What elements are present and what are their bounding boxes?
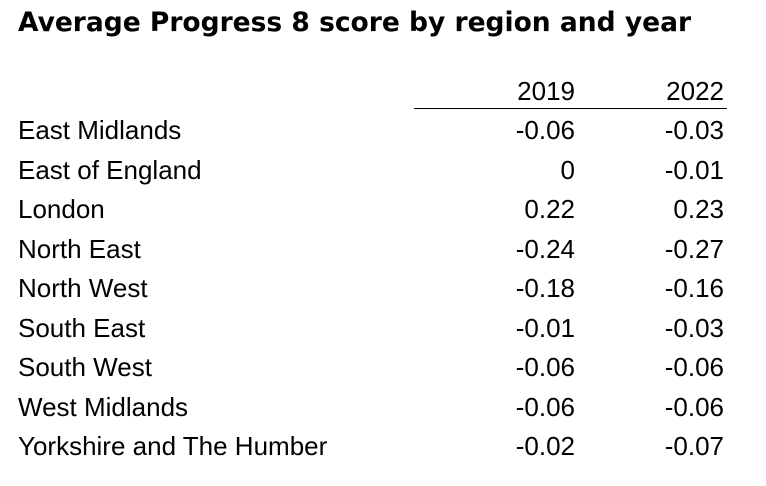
value-2022: -0.27 [664,233,724,264]
table-row: East Midlands -0.06 -0.03 [0,111,766,149]
value-2019: 0.22 [524,194,575,224]
column-header-2019: 2019 [517,76,575,106]
table-row: South East -0.01 -0.03 [0,309,766,347]
value-2022: -0.16 [664,273,724,303]
table-row: Yorkshire and The Humber -0.02 -0.07 [0,427,766,465]
value-2022: -0.07 [664,431,724,461]
table-row: East of England 0 -0.01 [0,151,766,189]
table-row: London 0.22 0.23 [0,190,766,228]
value-2019: -0.02 [515,431,575,461]
value-2019: -0.18 [515,273,575,303]
value-2019: -0.06 [515,352,575,382]
value-2022: -0.03 [664,115,724,145]
table-row: West Midlands -0.06 -0.06 [0,388,766,426]
value-2022: -0.06 [664,391,724,422]
value-2019: -0.01 [515,312,575,343]
value-2019: -0.06 [515,391,575,422]
table-row: South West -0.06 -0.06 [0,348,766,386]
region-label: East Midlands [18,115,182,145]
header-rule [414,108,727,109]
region-label: South East [18,312,146,343]
value-2019: -0.24 [515,233,575,264]
table-row: North West -0.18 -0.16 [0,269,766,307]
region-label: London [18,194,105,224]
value-2022: 0.23 [673,194,724,224]
table-header: 2019 2022 [0,72,766,110]
column-header-2022: 2022 [666,76,724,106]
region-label: East of England [18,154,202,185]
region-label: North East [18,233,141,264]
value-2022: -0.01 [664,154,724,185]
region-label: North West [18,273,148,303]
region-label: South West [18,352,152,382]
table-row: North East -0.24 -0.27 [0,230,766,268]
table-title: Average Progress 8 score by region and y… [18,7,692,38]
value-2019: -0.06 [515,115,575,145]
value-2019: 0 [560,154,575,185]
value-2022: -0.03 [664,312,724,343]
region-label: Yorkshire and The Humber [18,431,328,461]
region-label: West Midlands [18,391,189,422]
value-2022: -0.06 [664,352,724,382]
